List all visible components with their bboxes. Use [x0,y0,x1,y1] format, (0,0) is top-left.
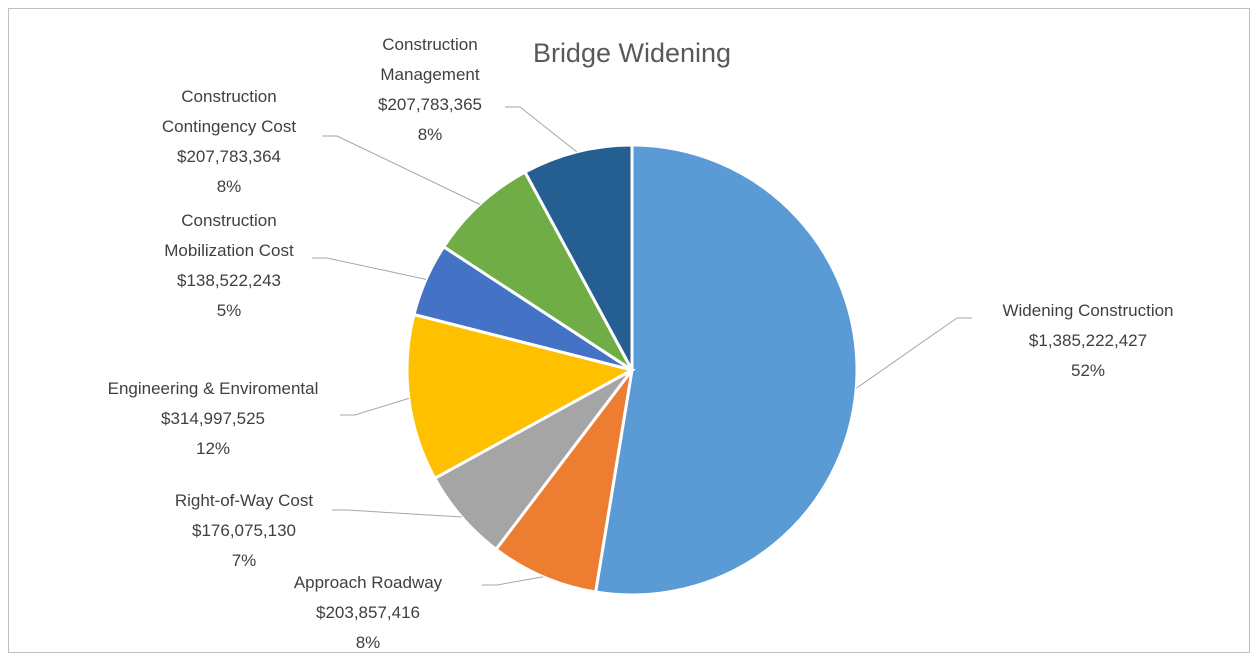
leader-line [505,106,578,153]
percent-label: 7% [231,551,257,570]
leader-line [340,397,409,416]
leader-line [332,509,462,518]
pie-slice [522,143,634,371]
category-label: Construction Management [380,35,480,84]
data-label: Construction Mobilization Cost $138,522,2… [139,206,319,326]
category-label: Construction Contingency Cost [161,87,297,136]
value-label: $138,522,243 [177,271,281,290]
pie-slice [493,369,634,594]
percent-label: 5% [216,301,242,320]
chart-title: Bridge Widening [533,38,731,68]
value-label: $176,075,130 [192,521,296,540]
category-label: Construction Mobilization Cost [164,211,294,260]
data-label: Right-of-Way Cost $176,075,130 7% [134,486,354,576]
percent-label: 12% [195,439,231,458]
percent-label: 8% [216,177,242,196]
value-label: $1,385,222,427 [1028,331,1148,350]
percent-label: 8% [355,633,381,652]
pie-slice [441,170,634,372]
leader-line [312,257,427,280]
percent-label: 8% [417,125,443,144]
category-label: Right-of-Way Cost [174,491,314,510]
category-label: Approach Roadway [293,573,443,592]
leader-line [482,576,544,586]
category-label: Widening Construction [1002,301,1174,320]
value-label: $314,997,525 [161,409,265,428]
category-label: Engineering & Enviromental [107,379,319,398]
data-label: Construction Management $207,783,365 8% [355,30,505,150]
value-label: $207,783,364 [177,147,281,166]
value-label: $207,783,365 [378,95,482,114]
data-label: Approach Roadway $203,857,416 8% [258,568,478,658]
data-label: Widening Construction $1,385,222,427 52% [958,296,1218,386]
percent-label: 52% [1070,361,1106,380]
leader-line [855,317,972,389]
leader-line [322,135,480,205]
data-label: Construction Contingency Cost $207,783,36… [139,82,319,202]
value-label: $203,857,416 [316,603,420,622]
data-label: Engineering & Enviromental $314,997,525 12… [63,374,363,464]
